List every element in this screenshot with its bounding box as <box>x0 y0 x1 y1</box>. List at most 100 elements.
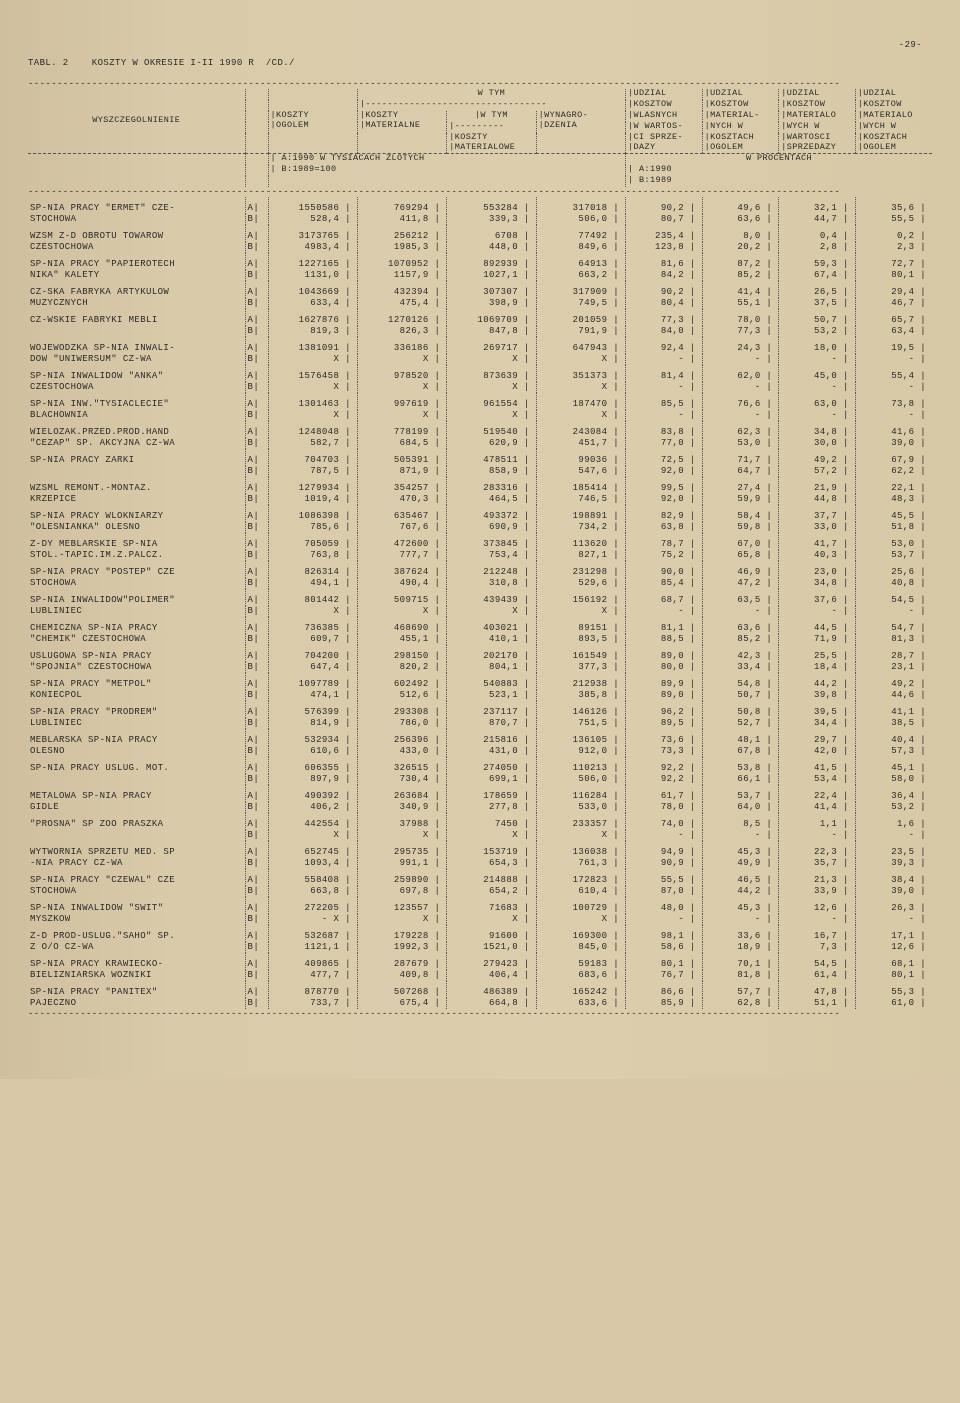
cell: 897,9 | <box>268 774 357 785</box>
cell: 403021 | <box>447 617 536 634</box>
table-row: SP-NIA PRACY WLOKNIARZYA|1086398 |635467… <box>28 505 932 522</box>
row-ab: A| <box>245 757 268 774</box>
cell: 733,7 | <box>268 998 357 1009</box>
cell: 606355 | <box>268 757 357 774</box>
cell: 1381091 | <box>268 337 357 354</box>
table-row: "PROSNA" SP ZOO PRASZKAA|442554 |37988 |… <box>28 813 932 830</box>
cell: 474,1 | <box>268 690 357 701</box>
cell: 90,0 | <box>626 561 703 578</box>
cell: 63,0 | <box>779 393 856 410</box>
cell: 91600 | <box>447 925 536 942</box>
cell: 48,0 | <box>626 897 703 914</box>
cell: 92,4 | <box>626 337 703 354</box>
row-name: "CHEMIK" CZESTOCHOWA <box>28 634 245 645</box>
cell: 336186 | <box>357 337 446 354</box>
cell: 58,6 | <box>626 942 703 953</box>
row-ab: B| <box>245 942 268 953</box>
cell: 24,3 | <box>702 337 779 354</box>
row-name: BIELIZNIARSKA WOZNIKI <box>28 970 245 981</box>
cell: 35,6 | <box>855 197 932 214</box>
cell: 1069709 | <box>447 309 536 326</box>
cell: 0,4 | <box>779 225 856 242</box>
table-row: SP-NIA PRACY USLUG. MOT.A|606355 |326515… <box>28 757 932 774</box>
row-name: SP-NIA PRACY USLUG. MOT. <box>28 757 245 774</box>
cell: 33,4 | <box>702 662 779 673</box>
cell: 21,3 | <box>779 869 856 886</box>
cell: 777,7 | <box>357 550 446 561</box>
cell: 409,8 | <box>357 970 446 981</box>
cell: 68,1 | <box>855 953 932 970</box>
cell: 87,2 | <box>702 253 779 270</box>
cell: 1,1 | <box>779 813 856 830</box>
cell: 161549 | <box>536 645 625 662</box>
cell: 33,9 | <box>779 886 856 897</box>
cell: 53,0 | <box>855 533 932 550</box>
cell: 845,0 | <box>536 942 625 953</box>
row-name: CZ-WSKIE FABRYKI MEBLI <box>28 309 245 326</box>
cell: 71,9 | <box>779 634 856 645</box>
row-ab: B| <box>245 522 268 533</box>
hdr-w-tym: W TYM <box>357 89 625 100</box>
row-name: MEBLARSKA SP-NIA PRACY <box>28 729 245 746</box>
table-row: CZ-WSKIE FABRYKI MEBLIA|1627876 |1270126… <box>28 309 932 326</box>
cell: - | <box>779 830 856 841</box>
row-ab: A| <box>245 673 268 690</box>
row-ab: B| <box>245 242 268 253</box>
hdr-u4-1: |UDZIAL <box>855 89 932 100</box>
cell: 814,9 | <box>268 718 357 729</box>
cell: 44,6 | <box>855 690 932 701</box>
cell: 16,7 | <box>779 925 856 942</box>
row-ab: A| <box>245 785 268 802</box>
row-ab: A| <box>245 953 268 970</box>
cell: 46,9 | <box>702 561 779 578</box>
cell: 1027,1 | <box>447 270 536 281</box>
cell: 178659 | <box>447 785 536 802</box>
cell: 169300 | <box>536 925 625 942</box>
cell: 85,2 | <box>702 270 779 281</box>
cell: 92,0 | <box>626 466 703 477</box>
cell: 602492 | <box>357 673 446 690</box>
table-row: WZSML REMONT.-MONTAZ.A|1279934 |354257 |… <box>28 477 932 494</box>
row-name: WYTWORNIA SPRZETU MED. SP <box>28 841 245 858</box>
cell: 86,6 | <box>626 981 703 998</box>
table-row: SP-NIA PRACY "POSTEP" CZEA|826314 |38762… <box>28 561 932 578</box>
cell: 307307 | <box>447 281 536 298</box>
cell: 57,3 | <box>855 746 932 757</box>
divider: ----------------------------------------… <box>28 79 932 89</box>
cell: 53,0 | <box>702 438 779 449</box>
cell: 274050 | <box>447 757 536 774</box>
hdr-sub-a2: | A:1990 <box>626 165 703 176</box>
cell: - | <box>626 914 703 925</box>
cell: 21,9 | <box>779 477 856 494</box>
cell: 73,3 | <box>626 746 703 757</box>
cell: 54,5 | <box>855 589 932 606</box>
cell: 647,4 | <box>268 662 357 673</box>
cell: - | <box>855 606 932 617</box>
row-ab: B| <box>245 718 268 729</box>
cell: 50,8 | <box>702 701 779 718</box>
table-row: B|897,9 |730,4 |699,1 |506,0 |92,2 |66,1… <box>28 774 932 785</box>
cell: 78,7 | <box>626 533 703 550</box>
cell: 432394 | <box>357 281 446 298</box>
table-row: WYTWORNIA SPRZETU MED. SPA|652745 |29573… <box>28 841 932 858</box>
row-name: METALOWA SP-NIA PRACY <box>28 785 245 802</box>
cell: - | <box>779 606 856 617</box>
row-name: SP-NIA PRACY "CZEWAL" CZE <box>28 869 245 886</box>
cell: 71683 | <box>447 897 536 914</box>
cell: 256212 | <box>357 225 446 242</box>
row-name: WIELOZAK.PRZED.PROD.HAND <box>28 421 245 438</box>
cell: 44,2 | <box>779 673 856 690</box>
page-number: -29- <box>28 40 932 50</box>
cell: 113620 | <box>536 533 625 550</box>
cell: 409865 | <box>268 953 357 970</box>
row-ab: A| <box>245 365 268 382</box>
cell: 59,8 | <box>702 522 779 533</box>
cell: 212938 | <box>536 673 625 690</box>
row-ab: B| <box>245 382 268 393</box>
cell: X | <box>268 354 357 365</box>
cell: 30,0 | <box>779 438 856 449</box>
cell: 547,6 | <box>536 466 625 477</box>
cell: 179228 | <box>357 925 446 942</box>
hdr-w-tym2: |W TYM <box>447 111 536 122</box>
table-row: LUBLINIECB|X |X |X |X |- |- |- |- | <box>28 606 932 617</box>
